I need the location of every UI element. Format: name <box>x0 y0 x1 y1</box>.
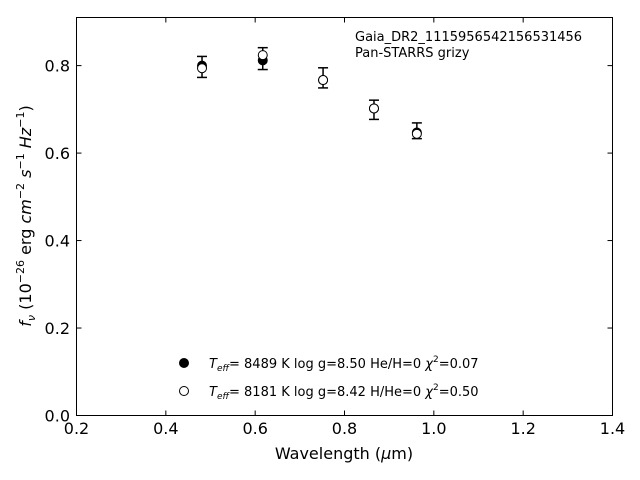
legend-label-filled: Teff= 8489 K log g=8.50 He/H=0 χ2=0.07 <box>209 355 479 374</box>
legend-marker-filled <box>179 358 189 368</box>
y-tick-label-3: 0.6 <box>45 144 70 163</box>
y-tick-label-4: 0.8 <box>45 57 70 76</box>
y-axis-ticks: 0.0 0.2 0.4 0.6 0.8 <box>45 57 613 426</box>
annotation-line-2: Pan-STARRS grizy <box>355 46 470 61</box>
legend-label-open: Teff= 8181 K log g=8.42 H/He=0 χ2=0.50 <box>209 383 479 402</box>
legend: Teff= 8489 K log g=8.50 He/H=0 χ2=0.07 T… <box>179 355 479 402</box>
data-marks <box>197 46 422 140</box>
x-tick-label-5: 1.2 <box>510 419 535 438</box>
annotation-line-1: Gaia_DR2_1115956542156531456 <box>355 30 582 45</box>
x-axis-label: Wavelength (μm) <box>275 444 413 463</box>
open-point-0 <box>197 63 208 74</box>
y-tick-label-1: 0.2 <box>45 319 70 338</box>
y-axis-label: fν (10−26 erg cm−2 s−1 Hz−1) <box>14 105 38 326</box>
x-tick-label-6: 1.4 <box>600 419 625 438</box>
y-tick-label-2: 0.4 <box>45 232 70 251</box>
x-tick-label-3: 0.8 <box>332 419 357 438</box>
open-point-3 <box>368 103 379 114</box>
x-tick-label-1: 0.4 <box>153 419 178 438</box>
x-tick-label-2: 0.6 <box>242 419 267 438</box>
open-point-4 <box>411 128 422 139</box>
x-tick-label-0: 0.2 <box>64 419 89 438</box>
x-axis-ticks: 0.2 0.4 0.6 0.8 1.0 1.2 1.4 <box>64 17 625 438</box>
y-tick-label-0: 0.0 <box>45 407 70 426</box>
legend-marker-open <box>179 386 189 396</box>
open-point-1 <box>257 50 268 61</box>
x-tick-label-4: 1.0 <box>421 419 446 438</box>
open-point-2 <box>318 75 329 86</box>
